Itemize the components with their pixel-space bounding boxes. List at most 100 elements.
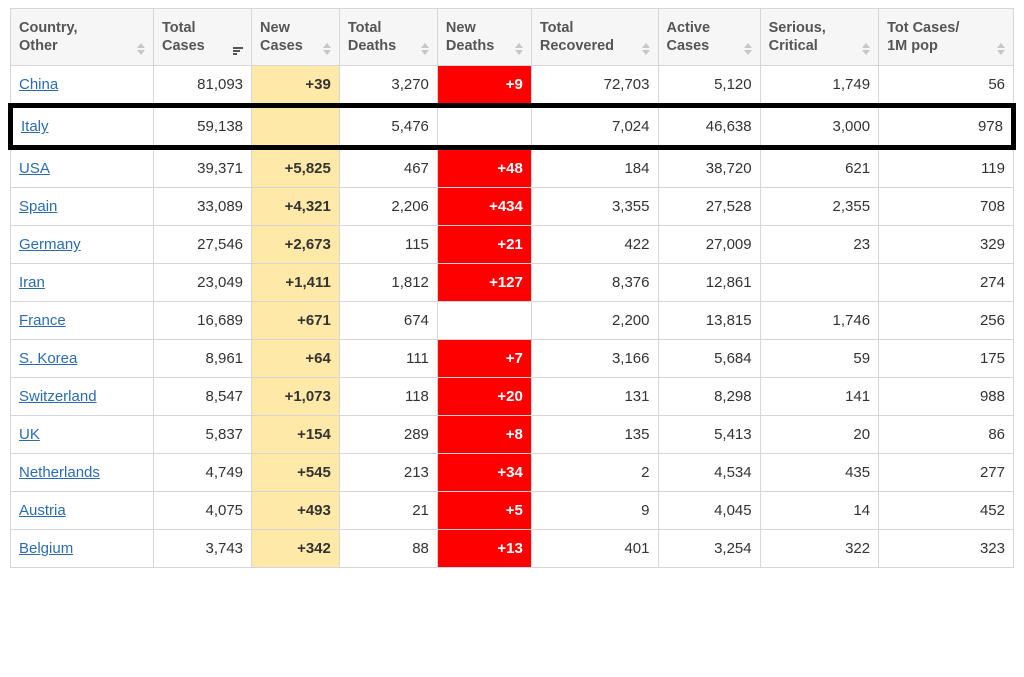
sort-icon[interactable] xyxy=(744,43,752,55)
column-label: New Deaths xyxy=(446,19,494,55)
serious-cell xyxy=(760,264,878,302)
country-cell: UK xyxy=(11,416,154,454)
country-link[interactable]: UK xyxy=(19,426,40,443)
sort-icon[interactable] xyxy=(233,46,243,55)
total_cases-cell: 27,546 xyxy=(153,226,251,264)
total_deaths-cell: 115 xyxy=(339,226,437,264)
active_cases-cell: 8,298 xyxy=(658,378,760,416)
country-cell: Austria xyxy=(11,492,154,530)
new_cases-cell: +4,321 xyxy=(252,188,340,226)
column-header-serious[interactable]: Serious, Critical xyxy=(760,9,878,66)
total_deaths-cell: 111 xyxy=(339,340,437,378)
total_deaths-cell: 88 xyxy=(339,530,437,568)
new_deaths-cell: +21 xyxy=(437,226,531,264)
column-header-country[interactable]: Country, Other xyxy=(11,9,154,66)
total_deaths-cell: 2,206 xyxy=(339,188,437,226)
per_million-cell: 978 xyxy=(879,106,1014,148)
active_cases-cell: 4,045 xyxy=(658,492,760,530)
total_recovered-cell: 135 xyxy=(531,416,658,454)
table-row: USA39,371+5,825467+4818438,720621119 xyxy=(11,148,1014,188)
country-link[interactable]: Austria xyxy=(19,502,66,519)
country-link[interactable]: China xyxy=(19,76,58,93)
sort-icon[interactable] xyxy=(862,43,870,55)
new_deaths-cell xyxy=(437,106,531,148)
total_cases-cell: 59,138 xyxy=(153,106,251,148)
column-header-per_million[interactable]: Tot Cases/ 1M pop xyxy=(879,9,1014,66)
country-link[interactable]: Spain xyxy=(19,198,57,215)
total_cases-cell: 81,093 xyxy=(153,66,251,106)
sort-icon[interactable] xyxy=(997,43,1005,55)
sort-icon[interactable] xyxy=(421,43,429,55)
total_recovered-cell: 72,703 xyxy=(531,66,658,106)
per_million-cell: 988 xyxy=(879,378,1014,416)
column-header-new_deaths[interactable]: New Deaths xyxy=(437,9,531,66)
serious-cell: 20 xyxy=(760,416,878,454)
total_cases-cell: 33,089 xyxy=(153,188,251,226)
table-row: Spain33,089+4,3212,206+4343,35527,5282,3… xyxy=(11,188,1014,226)
new_cases-cell xyxy=(252,106,340,148)
country-link[interactable]: Switzerland xyxy=(19,388,97,405)
new_deaths-cell: +127 xyxy=(437,264,531,302)
total_cases-cell: 8,961 xyxy=(153,340,251,378)
country-cell: Germany xyxy=(11,226,154,264)
country-cell: USA xyxy=(11,148,154,188)
sort-icon[interactable] xyxy=(137,43,145,55)
new_deaths-cell: +48 xyxy=(437,148,531,188)
country-cell: Spain xyxy=(11,188,154,226)
new_deaths-cell: +9 xyxy=(437,66,531,106)
new_deaths-cell: +8 xyxy=(437,416,531,454)
active_cases-cell: 12,861 xyxy=(658,264,760,302)
active_cases-cell: 5,120 xyxy=(658,66,760,106)
new_cases-cell: +1,411 xyxy=(252,264,340,302)
sort-icon[interactable] xyxy=(323,43,331,55)
total_deaths-cell: 118 xyxy=(339,378,437,416)
serious-cell: 59 xyxy=(760,340,878,378)
serious-cell: 2,355 xyxy=(760,188,878,226)
country-cell: Italy xyxy=(11,106,154,148)
table-body: China81,093+393,270+972,7035,1201,74956I… xyxy=(11,66,1014,568)
column-header-total_deaths[interactable]: Total Deaths xyxy=(339,9,437,66)
per_million-cell: 175 xyxy=(879,340,1014,378)
total_cases-cell: 23,049 xyxy=(153,264,251,302)
column-header-new_cases[interactable]: New Cases xyxy=(252,9,340,66)
country-link[interactable]: Italy xyxy=(21,118,49,135)
country-link[interactable]: USA xyxy=(19,160,50,177)
column-header-active_cases[interactable]: Active Cases xyxy=(658,9,760,66)
active_cases-cell: 38,720 xyxy=(658,148,760,188)
country-cell: Belgium xyxy=(11,530,154,568)
country-link[interactable]: S. Korea xyxy=(19,350,77,367)
total_deaths-cell: 289 xyxy=(339,416,437,454)
country-link[interactable]: France xyxy=(19,312,66,329)
sort-icon[interactable] xyxy=(515,43,523,55)
country-link[interactable]: Netherlands xyxy=(19,464,100,481)
column-header-total_recovered[interactable]: Total Recovered xyxy=(531,9,658,66)
new_cases-cell: +154 xyxy=(252,416,340,454)
serious-cell: 621 xyxy=(760,148,878,188)
new_deaths-cell: +7 xyxy=(437,340,531,378)
column-label: Active Cases xyxy=(667,19,711,55)
country-link[interactable]: Iran xyxy=(19,274,45,291)
total_recovered-cell: 9 xyxy=(531,492,658,530)
country-cell: Iran xyxy=(11,264,154,302)
per_million-cell: 329 xyxy=(879,226,1014,264)
country-link[interactable]: Germany xyxy=(19,236,81,253)
column-header-total_cases[interactable]: Total Cases xyxy=(153,9,251,66)
total_recovered-cell: 2 xyxy=(531,454,658,492)
per_million-cell: 256 xyxy=(879,302,1014,340)
serious-cell: 1,746 xyxy=(760,302,878,340)
total_recovered-cell: 7,024 xyxy=(531,106,658,148)
total_deaths-cell: 674 xyxy=(339,302,437,340)
column-label: Serious, Critical xyxy=(769,19,826,55)
sort-icon[interactable] xyxy=(642,43,650,55)
new_cases-cell: +671 xyxy=(252,302,340,340)
table-row: Germany27,546+2,673115+2142227,00923329 xyxy=(11,226,1014,264)
per_million-cell: 277 xyxy=(879,454,1014,492)
table-row: France16,689+6716742,20013,8151,746256 xyxy=(11,302,1014,340)
total_cases-cell: 3,743 xyxy=(153,530,251,568)
total_recovered-cell: 184 xyxy=(531,148,658,188)
column-label: Country, Other xyxy=(19,19,78,55)
country-link[interactable]: Belgium xyxy=(19,540,73,557)
active_cases-cell: 13,815 xyxy=(658,302,760,340)
table-row: Switzerland8,547+1,073118+201318,2981419… xyxy=(11,378,1014,416)
serious-cell: 435 xyxy=(760,454,878,492)
